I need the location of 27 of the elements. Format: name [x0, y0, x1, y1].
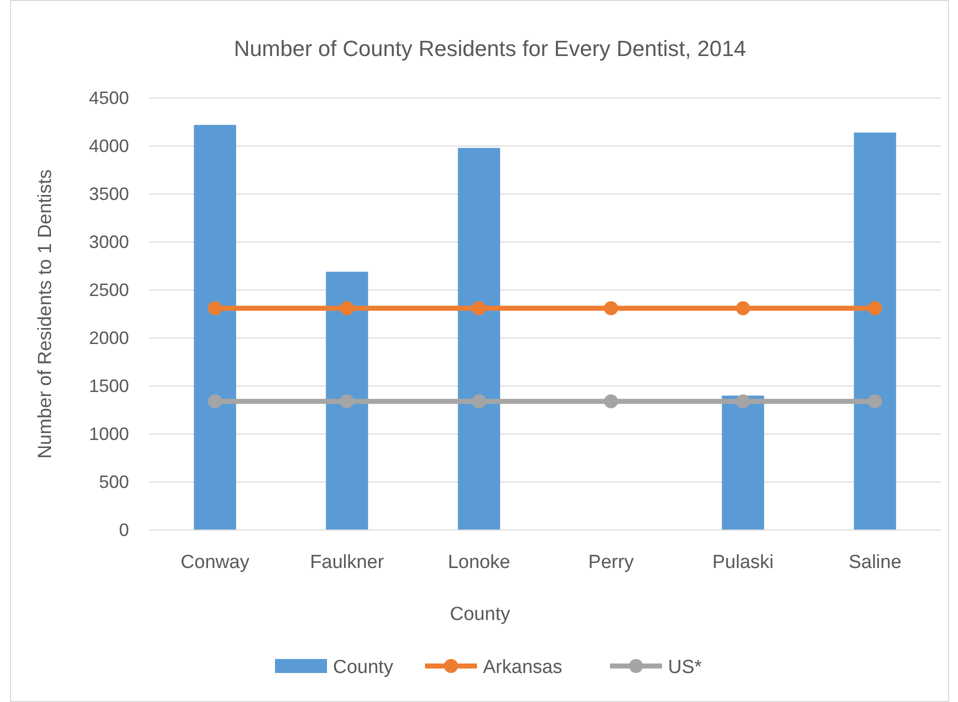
x-tick-label: Conway	[180, 552, 250, 573]
y-tick-label: 4500	[88, 88, 129, 108]
y-axis-title: Number of Residents to 1 Dentists	[35, 169, 56, 459]
x-tick-label: Pulaski	[712, 552, 774, 573]
legend-label: Arkansas	[483, 657, 562, 678]
bar	[722, 396, 764, 530]
y-tick-label: 3000	[88, 232, 129, 252]
y-tick-label: 1000	[88, 424, 129, 444]
y-tick-label: 1500	[88, 376, 129, 396]
x-tick-label: Lonoke	[448, 552, 510, 573]
y-tick-label: 2500	[88, 280, 129, 300]
y-tick-label: 2000	[88, 328, 129, 348]
x-tick-label: Perry	[588, 552, 634, 573]
bar	[326, 272, 368, 530]
bar	[458, 148, 500, 530]
chart-title: Number of County Residents for Every Dentist, 2014	[234, 36, 746, 61]
bar	[194, 124, 236, 530]
legend-label: US*	[668, 657, 702, 678]
legend-label: County	[333, 657, 394, 678]
x-tick-label: Saline	[848, 552, 902, 573]
x-tick-label: Faulkner	[310, 552, 385, 573]
x-axis-title: County	[450, 604, 511, 625]
bar	[854, 132, 896, 530]
y-tick-label: 500	[98, 472, 129, 492]
y-tick-label: 4000	[88, 136, 129, 156]
y-tick-label: 0	[118, 520, 129, 540]
y-tick-label: 3500	[88, 184, 129, 204]
